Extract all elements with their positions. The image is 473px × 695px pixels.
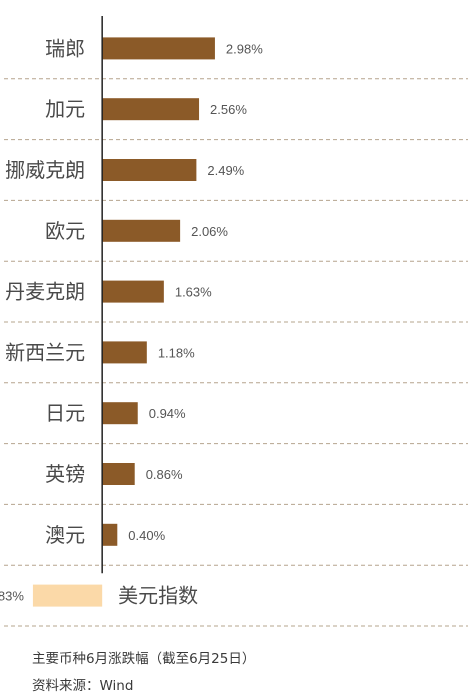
value-label: 2.56% [210, 102, 247, 117]
category-label: 欧元 [45, 219, 85, 243]
bar [102, 402, 138, 425]
bar [102, 463, 135, 485]
value-label: 0.94% [149, 406, 186, 421]
bar [102, 280, 164, 303]
row-separators [4, 78, 468, 627]
bar-chart: 瑞郎 2.98% 加元 2.56% 挪威克朗 2.49% 欧元 2.06% 丹麦克朗 1.63% 新… [0, 16, 468, 627]
bar [102, 159, 197, 181]
value-label: 1.63% [175, 285, 212, 300]
value-label: 0.86% [146, 467, 183, 482]
bar [102, 98, 200, 121]
bar [32, 584, 103, 607]
category-label: 新西兰元 [5, 340, 85, 364]
labels: 瑞郎 2.98% 加元 2.56% 挪威克朗 2.49% 欧元 2.06% 丹麦克朗 1.63% 新… [0, 36, 263, 607]
data-source: 资料来源：Wind [32, 678, 134, 694]
chart-footnote: 主要币种6月涨跌幅（截至6月25日） [32, 651, 256, 667]
bars [32, 37, 215, 607]
value-label: 2.06% [191, 224, 228, 239]
value-label: 2.98% [226, 41, 263, 56]
bar [102, 523, 118, 546]
category-label: 英镑 [45, 462, 85, 486]
category-label: 日元 [45, 401, 85, 425]
category-label: 丹麦克朗 [5, 280, 85, 304]
bar [102, 341, 147, 364]
value-label: 0.40% [128, 528, 165, 543]
bar [102, 37, 215, 60]
category-label: 加元 [45, 97, 85, 121]
category-label: 澳元 [45, 523, 85, 547]
value-label: 2.49% [207, 163, 244, 178]
bar [102, 219, 181, 242]
category-label: 瑞郎 [45, 36, 85, 60]
value-label: 1.18% [158, 345, 195, 360]
category-label: 挪威克朗 [5, 158, 85, 182]
category-label: 美元指数 [118, 584, 198, 608]
value-label: -1.83% [0, 589, 24, 604]
